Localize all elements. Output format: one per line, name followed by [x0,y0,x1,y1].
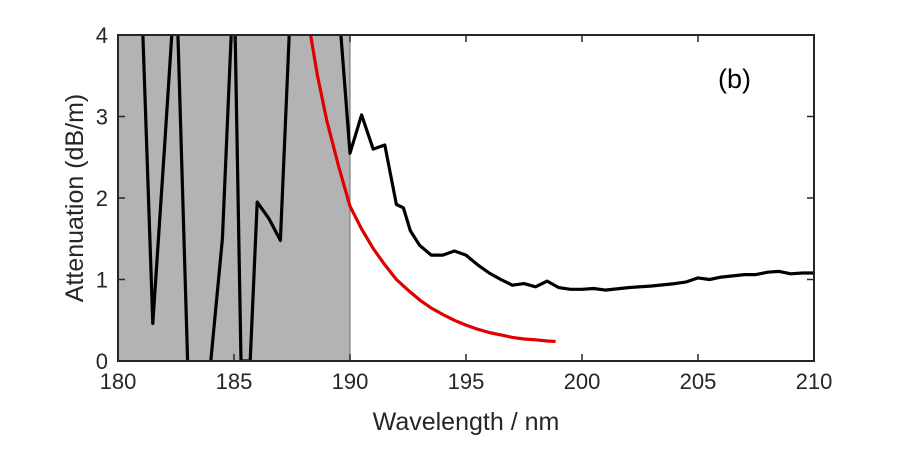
y-axis-title: Attenuation (dB/m) [61,94,89,302]
y-tick-label: 4 [96,23,108,48]
y-tick-label: 0 [96,349,108,374]
x-tick-label: 205 [680,369,717,394]
x-tick-label: 195 [448,369,485,394]
x-tick-label: 180 [100,369,137,394]
x-axis-title: Wavelength / nm [373,408,560,436]
y-tick-label: 2 [96,186,108,211]
y-tick-label: 3 [96,105,108,130]
series-line-model [309,35,556,343]
x-tick-label: 210 [796,369,833,394]
x-tick-label: 190 [332,369,369,394]
y-tick-label: 1 [96,268,108,293]
x-tick-label: 200 [564,369,601,394]
x-tick-label: 185 [216,369,253,394]
panel-label: (b) [718,64,751,94]
series-line-measured [141,35,814,361]
shaded-region [118,35,350,361]
